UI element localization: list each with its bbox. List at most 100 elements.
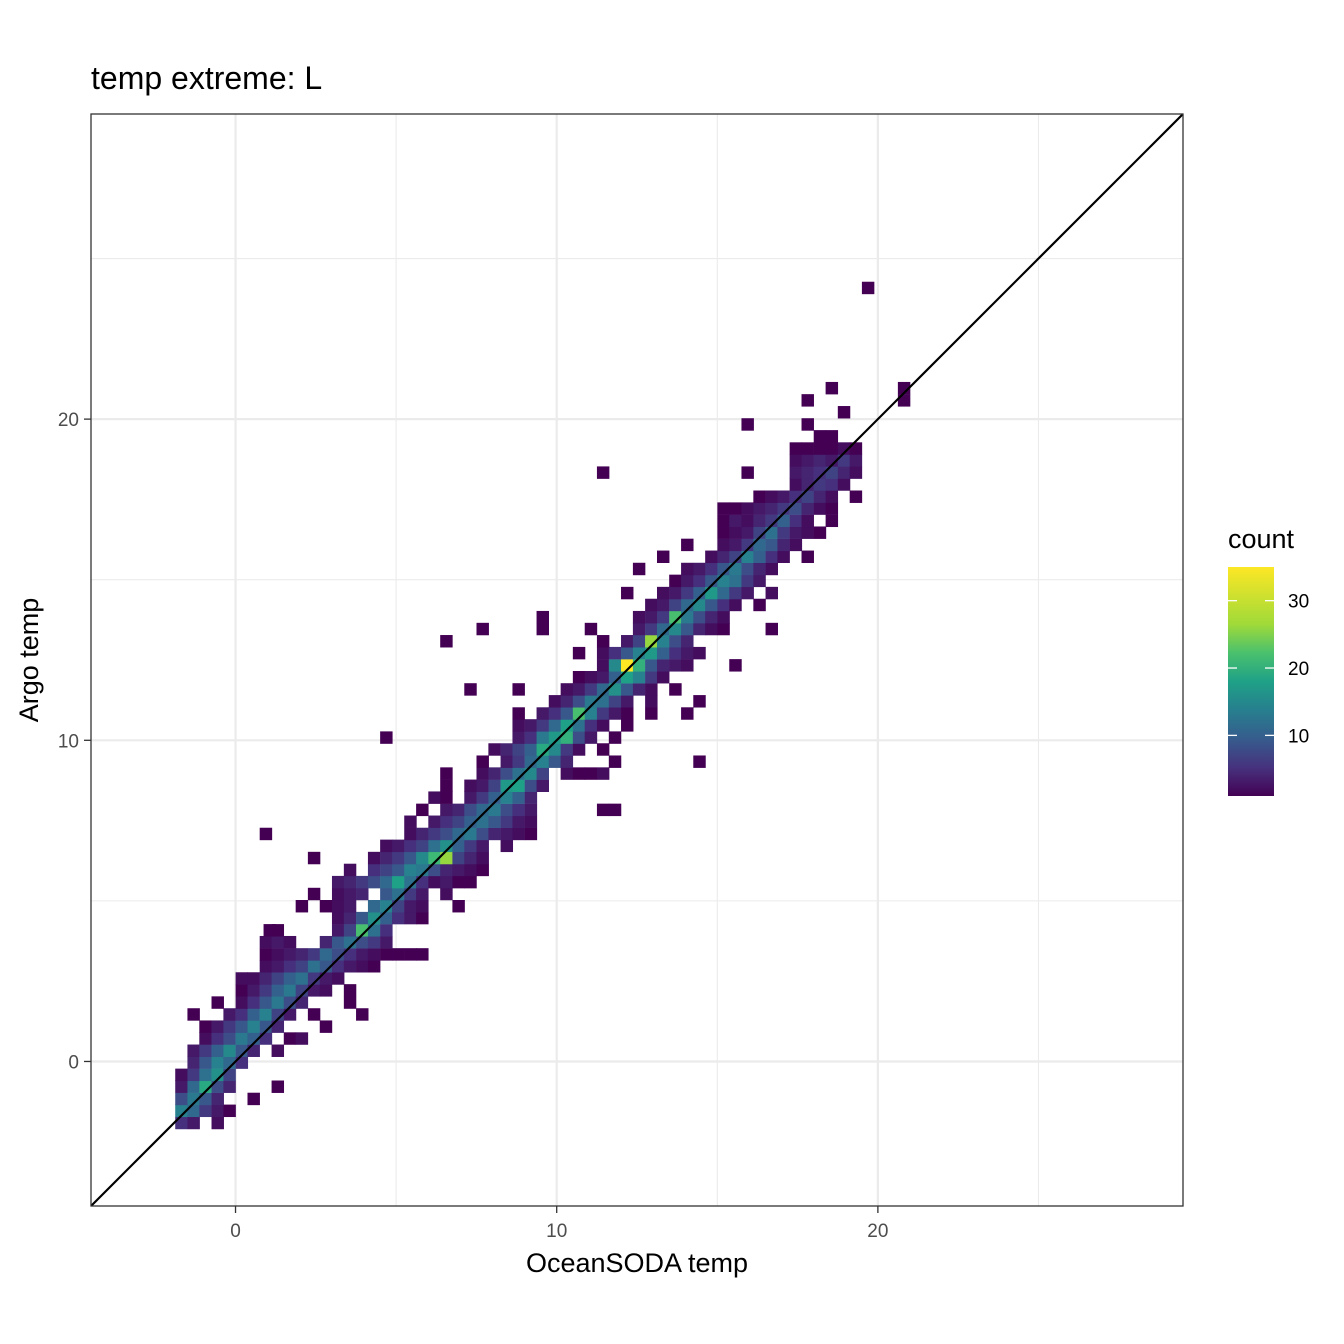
heatmap-bin — [584, 622, 598, 636]
heatmap-bin — [596, 646, 610, 660]
heatmap-bin — [825, 490, 839, 503]
heatmap-bin — [596, 683, 610, 696]
heatmap-bin — [307, 1008, 321, 1021]
heatmap-bin — [283, 984, 297, 997]
heatmap-bin — [187, 1092, 200, 1106]
heatmap-bin — [536, 731, 549, 744]
heatmap-bin — [319, 935, 333, 949]
heatmap-bin — [452, 851, 465, 865]
heatmap-bin — [476, 791, 489, 804]
heatmap-bin — [211, 1092, 224, 1106]
heatmap-bin — [789, 466, 803, 479]
heatmap-bin — [404, 911, 417, 925]
heatmap-bin — [621, 646, 634, 660]
heatmap-bin — [367, 851, 381, 865]
heatmap-bin — [753, 502, 766, 515]
heatmap-bin — [500, 767, 514, 780]
heatmap-bin — [861, 281, 875, 295]
heatmap-bin — [717, 502, 730, 515]
heatmap-bin — [584, 767, 598, 780]
heatmap-bin — [705, 550, 718, 564]
heatmap-bin — [187, 1116, 200, 1130]
heatmap-bin — [741, 502, 754, 515]
heatmap-bin — [717, 550, 730, 564]
heatmap-bins — [175, 281, 911, 1130]
heatmap-bin — [500, 815, 514, 828]
heatmap-bin — [464, 779, 477, 793]
heatmap-bin — [476, 839, 489, 853]
heatmap-bin — [813, 502, 827, 515]
heatmap-bin — [572, 671, 586, 684]
heatmap-bin — [705, 562, 718, 576]
heatmap-bin — [187, 1068, 200, 1082]
heatmap-bin — [801, 454, 814, 467]
heatmap-bin — [717, 610, 730, 624]
heatmap-bin — [536, 767, 549, 780]
heatmap-bin — [331, 924, 345, 937]
heatmap-bin — [259, 1020, 273, 1033]
heatmap-bin — [404, 863, 417, 877]
heatmap-bin — [307, 972, 321, 985]
heatmap-bin — [596, 466, 610, 479]
heatmap-bin — [656, 671, 670, 684]
heatmap-bin — [283, 972, 297, 985]
heatmap-bin — [392, 839, 405, 853]
heatmap-bin — [693, 586, 706, 600]
heatmap-bin — [283, 935, 297, 949]
heatmap-bin — [825, 514, 839, 528]
heatmap-bin — [741, 526, 754, 539]
heatmap-bin — [524, 755, 538, 768]
heatmap-bin — [295, 899, 309, 913]
heatmap-bin — [404, 948, 417, 961]
heatmap-bin — [271, 996, 285, 1009]
heatmap-bin — [512, 803, 525, 817]
heatmap-bin — [681, 659, 694, 672]
heatmap-bin — [512, 731, 525, 744]
heatmap-bin — [717, 514, 730, 528]
heatmap-bin — [681, 646, 694, 660]
heatmap-bin — [367, 935, 381, 949]
heatmap-bin — [777, 526, 790, 539]
heatmap-bin — [813, 430, 827, 443]
heatmap-bin — [632, 562, 646, 576]
heatmap-bin — [632, 683, 646, 696]
heatmap-bin — [813, 442, 827, 455]
heatmap-bin — [211, 1104, 224, 1118]
heatmap-bin — [717, 562, 730, 576]
heatmap-bin — [621, 683, 634, 696]
heatmap-bin — [729, 514, 742, 528]
heatmap-bin — [343, 911, 357, 925]
heatmap-bin — [681, 622, 694, 636]
heatmap-bin — [404, 839, 417, 853]
heatmap-bin — [765, 502, 778, 515]
heatmap-bin — [295, 972, 309, 985]
heatmap-bin — [452, 899, 465, 913]
heatmap-bin — [223, 1080, 236, 1093]
heatmap-bin — [343, 875, 357, 889]
heatmap-bin — [717, 622, 730, 636]
heatmap-bin — [440, 827, 453, 841]
heatmap-bin — [223, 1008, 236, 1021]
heatmap-bin — [753, 490, 766, 503]
heatmap-bin — [488, 779, 501, 793]
heatmap-bin — [717, 538, 730, 552]
heatmap-bin — [356, 924, 369, 937]
heatmap-bin — [596, 743, 610, 756]
heatmap-bin — [560, 683, 574, 696]
heatmap-bin — [416, 827, 429, 841]
heatmap-bin — [464, 863, 477, 877]
heatmap-bin — [392, 911, 405, 925]
heatmap-bin — [343, 984, 357, 997]
heatmap-bin — [693, 755, 706, 768]
heatmap-bin — [223, 1032, 236, 1045]
heatmap-bin — [849, 466, 863, 479]
heatmap-bin — [789, 442, 803, 455]
heatmap-bin — [669, 659, 682, 672]
heatmap-bin — [801, 526, 814, 539]
legend-ticks: 10 20 30 — [1228, 592, 1309, 747]
heatmap-bin — [801, 550, 814, 564]
heatmap-bin — [464, 851, 477, 865]
heatmap-bin — [235, 996, 249, 1009]
heatmap-bin — [621, 586, 634, 600]
